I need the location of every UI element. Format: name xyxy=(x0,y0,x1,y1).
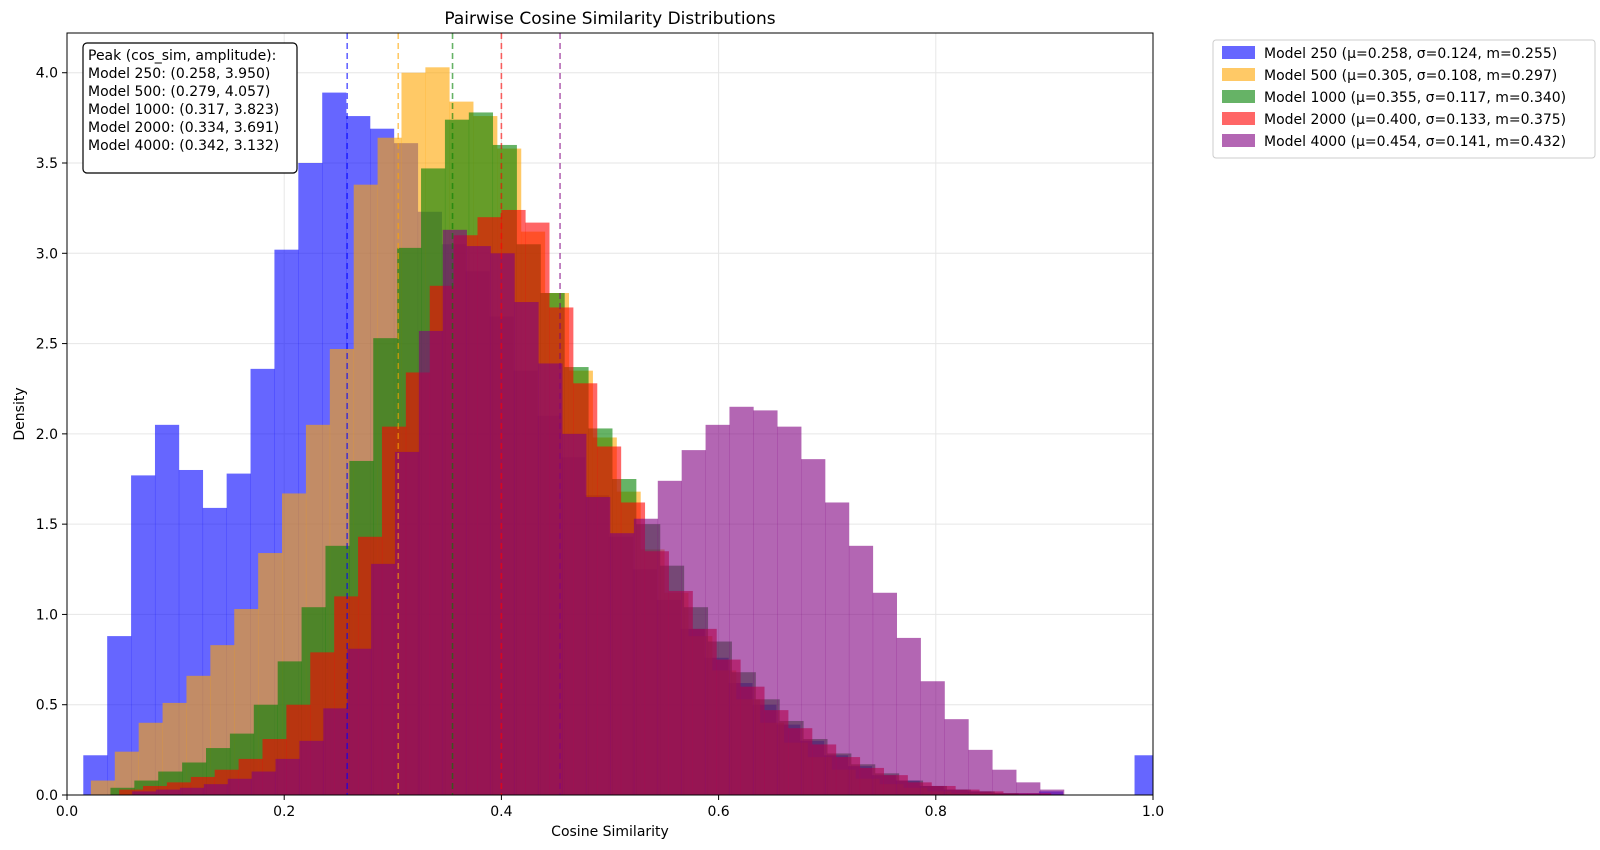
x-tick-label: 1.0 xyxy=(1142,804,1164,820)
histogram-bar xyxy=(466,246,491,795)
legend-entry-label: Model 250 (μ=0.258, σ=0.124, m=0.255) xyxy=(1264,46,1557,62)
x-tick-label: 0.6 xyxy=(707,804,729,820)
bars-layer xyxy=(83,67,1154,796)
histogram-bar xyxy=(179,787,205,795)
annotation-line: Model 1000: (0.317, 3.823) xyxy=(88,102,279,118)
histogram-bar xyxy=(729,406,754,795)
y-axis: 0.0 0.5 1.0 1.5 2.0 2.5 3.0 3.5 4.0 xyxy=(36,66,67,804)
y-axis-label: Density xyxy=(12,387,28,440)
x-tick-label: 0.2 xyxy=(273,804,295,820)
y-tick-label: 1.5 xyxy=(36,517,58,533)
legend-swatch xyxy=(1222,112,1255,125)
histogram-bar xyxy=(586,497,611,795)
histogram-bar xyxy=(347,648,372,795)
histogram-bar xyxy=(227,778,252,795)
y-tick-label: 0.0 xyxy=(36,788,58,804)
histogram-bar xyxy=(825,502,850,795)
legend-entry-label: Model 500 (μ=0.305, σ=0.108, m=0.297) xyxy=(1264,68,1557,84)
annotation-line: Model 4000: (0.342, 3.132) xyxy=(88,138,279,154)
histogram-bar xyxy=(299,740,324,795)
y-tick-label: 4.0 xyxy=(36,66,58,82)
histogram-bar xyxy=(896,637,921,795)
histogram-bar xyxy=(490,253,515,796)
histogram-bar xyxy=(371,563,396,795)
histogram-bar xyxy=(848,545,874,795)
x-tick-label: 0.4 xyxy=(490,804,512,820)
histogram-bar xyxy=(275,758,300,795)
histogram-bar xyxy=(442,229,467,796)
annotation-line: Model 500: (0.279, 4.057) xyxy=(88,84,270,100)
histogram-bar xyxy=(657,480,682,795)
histogram-bar xyxy=(143,785,168,795)
histogram-bar xyxy=(418,330,444,795)
histogram-bar xyxy=(610,533,635,795)
histogram-bar xyxy=(968,749,993,795)
y-tick-label: 3.0 xyxy=(36,246,58,262)
histogram-bar xyxy=(872,592,898,795)
histogram-bar xyxy=(705,424,730,795)
histogram-bar xyxy=(920,681,945,795)
histogram-bar xyxy=(132,791,157,795)
mean-lines-layer xyxy=(346,33,561,795)
histogram-bar xyxy=(156,789,181,795)
histogram-bar xyxy=(1016,782,1041,795)
x-axis: 0.0 0.2 0.4 0.6 0.8 1.0 xyxy=(56,795,1164,820)
histogram-bar xyxy=(119,789,144,795)
histogram-bar xyxy=(944,719,969,795)
histogram-bar xyxy=(323,708,348,795)
histogram-bar xyxy=(514,302,539,795)
histogram-bar xyxy=(753,410,778,795)
histogram-bar xyxy=(1040,789,1065,795)
legend-entry-label: Model 1000 (μ=0.355, σ=0.117, m=0.340) xyxy=(1264,90,1566,106)
x-tick-label: 0.8 xyxy=(925,804,947,820)
y-tick-label: 2.0 xyxy=(36,427,58,443)
y-tick-label: 3.5 xyxy=(36,156,58,172)
x-tick-label: 0.0 xyxy=(56,804,78,820)
legend: Model 250 (μ=0.258, σ=0.124, m=0.255) Mo… xyxy=(1212,39,1596,159)
legend-entry-label: Model 2000 (μ=0.400, σ=0.133, m=0.375) xyxy=(1264,112,1566,128)
histogram-bar xyxy=(562,433,587,795)
histogram-bar xyxy=(538,363,563,795)
chart-title: Pairwise Cosine Similarity Distributions xyxy=(444,9,775,29)
x-axis-label: Cosine Similarity xyxy=(551,824,669,840)
annotation-title: Peak (cos_sim, amplitude): xyxy=(88,48,276,64)
histogram-bar xyxy=(777,426,802,795)
annotation-frame xyxy=(82,42,298,174)
histogram-bar xyxy=(1134,755,1154,795)
histogram-bar xyxy=(801,459,826,795)
histogram-bar xyxy=(681,450,706,795)
legend-frame xyxy=(1212,39,1596,159)
histogram-bar xyxy=(251,771,276,795)
peak-annotation-box: Peak (cos_sim, amplitude): Model 250: (0… xyxy=(82,42,298,174)
histogram-bar xyxy=(90,780,116,795)
annotation-line: Model 250: (0.258, 3.950) xyxy=(88,66,270,82)
histogram-bar xyxy=(992,769,1017,795)
histogram-bar xyxy=(633,518,659,795)
y-tick-label: 0.5 xyxy=(36,698,58,714)
legend-swatch xyxy=(1222,68,1255,81)
y-tick-label: 1.0 xyxy=(36,607,58,623)
legend-swatch xyxy=(1222,134,1255,147)
legend-entry-label: Model 4000 (μ=0.454, σ=0.141, m=0.432) xyxy=(1264,134,1566,150)
annotation-line: Model 2000: (0.334, 3.691) xyxy=(88,120,279,136)
legend-swatch xyxy=(1222,90,1255,103)
histogram-bar xyxy=(203,784,229,795)
y-tick-label: 2.5 xyxy=(36,337,58,353)
plot-frame xyxy=(66,32,1154,796)
legend-swatch xyxy=(1222,46,1255,59)
